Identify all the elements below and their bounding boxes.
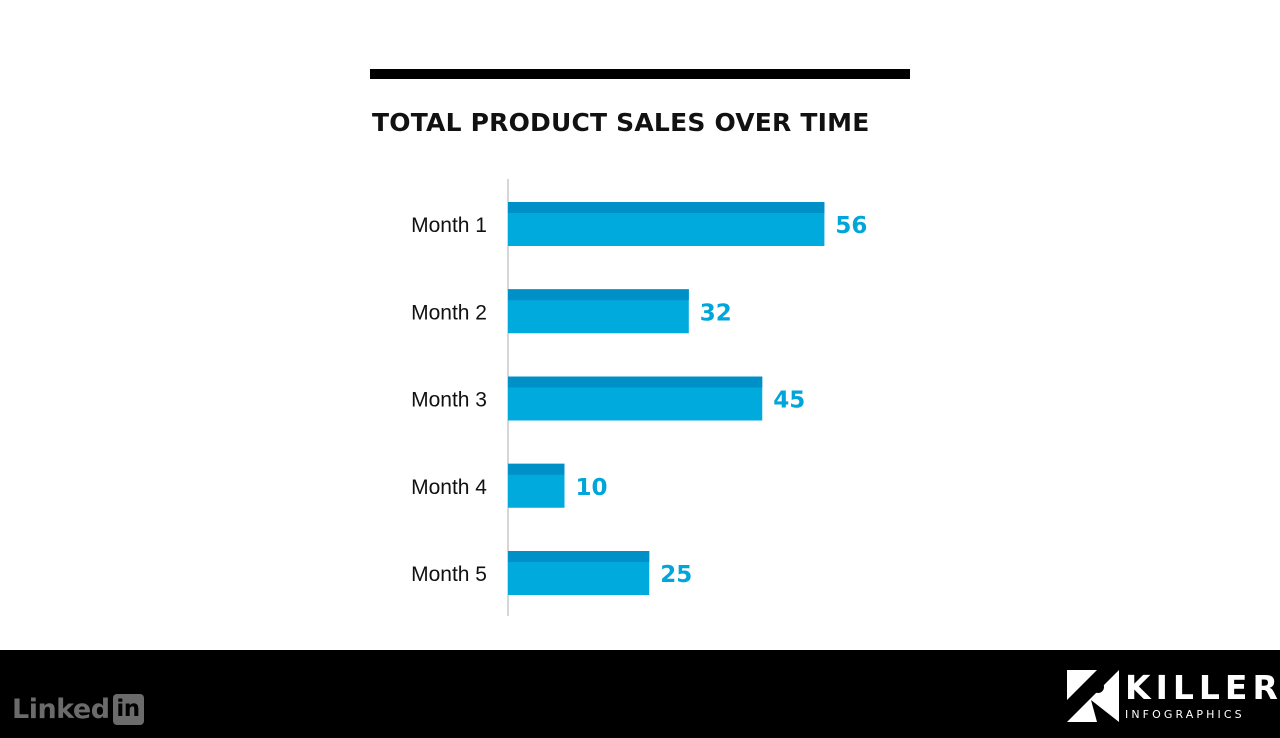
bar-group-1: Month 1 56 bbox=[411, 202, 867, 246]
killer-infographics-logo-icon bbox=[1067, 670, 1119, 722]
brand-name: KILLER bbox=[1125, 668, 1280, 707]
value-label-4: 10 bbox=[576, 475, 608, 501]
bar-top-band-4 bbox=[508, 463, 565, 475]
bar-top-band-1 bbox=[508, 202, 825, 213]
bar-top-band-3 bbox=[508, 376, 763, 388]
bar-group-3: Month 3 45 bbox=[411, 376, 805, 421]
category-label-1: Month 1 bbox=[411, 214, 487, 237]
title-rule bbox=[370, 69, 910, 79]
category-label-5: Month 5 bbox=[411, 563, 487, 586]
linkedin-logo-word: Linked bbox=[12, 693, 110, 725]
category-label-4: Month 4 bbox=[411, 476, 487, 499]
value-label-5: 25 bbox=[660, 562, 692, 588]
category-label-2: Month 2 bbox=[411, 301, 487, 324]
killer-infographics-logo: KILLER INFOGRAPHICS bbox=[1067, 670, 1278, 724]
category-label-3: Month 3 bbox=[411, 389, 487, 412]
brand-subtitle: INFOGRAPHICS bbox=[1125, 708, 1245, 721]
linkedin-logo-icon: Linked in bbox=[12, 692, 144, 726]
value-label-2: 32 bbox=[700, 300, 732, 326]
value-label-1: 56 bbox=[835, 213, 867, 239]
bar-group-5: Month 5 25 bbox=[411, 551, 692, 595]
bar-top-band-2 bbox=[508, 289, 689, 301]
bar-group-2: Month 2 32 bbox=[411, 289, 732, 334]
bar-group-4: Month 4 10 bbox=[411, 463, 608, 508]
chart-title: TOTAL PRODUCT SALES OVER TIME bbox=[372, 108, 870, 137]
linkedin-logo-box: in bbox=[112, 693, 144, 725]
value-label-3: 45 bbox=[773, 388, 805, 414]
footer-bar: Linked in KILLER INFOGRAPHICS bbox=[0, 650, 1280, 738]
bar-top-band-5 bbox=[508, 551, 650, 562]
